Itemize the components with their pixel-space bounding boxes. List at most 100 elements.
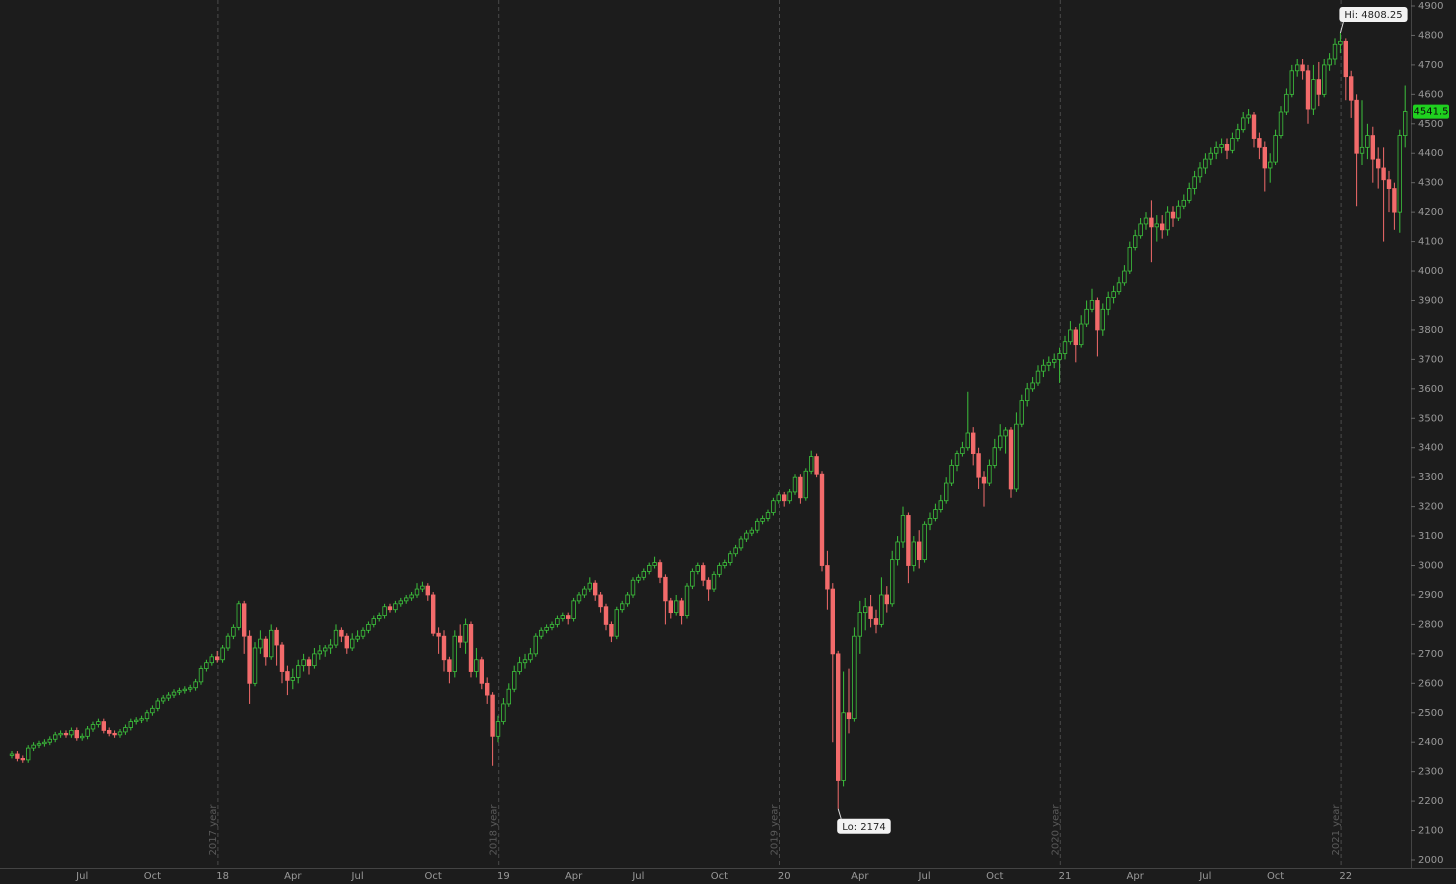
- candle-body: [1035, 370, 1041, 384]
- candle-body: [25, 747, 31, 761]
- y-tick-label: 3100: [1418, 531, 1443, 542]
- candle-body: [819, 473, 825, 566]
- candle-body: [1160, 223, 1165, 231]
- candle-body: [706, 579, 711, 590]
- candle-body: [1133, 235, 1138, 248]
- candle-body: [576, 594, 582, 602]
- candle-body: [1068, 329, 1073, 343]
- x-tick-label: Jul: [918, 871, 931, 882]
- candle-body: [549, 624, 555, 628]
- candle-body: [717, 565, 722, 575]
- candle-body: [58, 732, 63, 736]
- candle-body: [1224, 144, 1230, 151]
- candle-body: [403, 597, 409, 602]
- annotation-connector: [837, 808, 842, 819]
- candle-body: [387, 606, 393, 611]
- candle-body: [268, 629, 274, 658]
- y-tick-label: 2900: [1418, 590, 1443, 601]
- candle-body: [452, 635, 457, 672]
- candle-body: [1197, 167, 1203, 178]
- y-tick-label: 3900: [1418, 295, 1443, 306]
- candle-body: [927, 518, 933, 525]
- x-tick-label: 19: [497, 871, 510, 882]
- candle-body: [1343, 40, 1348, 78]
- candle-body: [1084, 308, 1089, 325]
- candle-body: [857, 612, 862, 637]
- candle-body: [1311, 79, 1316, 110]
- candle-body: [690, 571, 695, 587]
- candle-body: [328, 644, 333, 649]
- annotation-label: Hi: 4808.25: [1344, 10, 1402, 21]
- candle-body: [971, 432, 976, 455]
- candle-body: [792, 476, 798, 493]
- candle-body: [42, 741, 47, 745]
- candle-body: [112, 732, 117, 736]
- y-tick-label: 4700: [1418, 60, 1443, 71]
- candle-body: [906, 515, 911, 566]
- candle-body: [917, 541, 922, 561]
- candle-body: [981, 476, 987, 484]
- candle-body: [182, 688, 187, 692]
- candle-body: [166, 694, 171, 699]
- x-tick-label: Apr: [565, 871, 583, 882]
- candle-body: [533, 635, 538, 655]
- y-tick-label: 2000: [1418, 855, 1443, 866]
- candle-body: [63, 732, 69, 736]
- candle-body: [198, 668, 204, 683]
- candle-body: [1170, 211, 1176, 219]
- candle-body: [895, 541, 900, 561]
- candle-body: [150, 707, 155, 714]
- candle-body: [555, 618, 560, 625]
- candle-body: [220, 647, 225, 661]
- candle-body: [1392, 188, 1397, 213]
- candle-body: [1143, 217, 1149, 225]
- candle-body: [447, 659, 452, 672]
- candle-body: [376, 615, 382, 619]
- candle-body: [1284, 93, 1289, 113]
- candle-body: [1187, 188, 1192, 201]
- candle-body: [441, 635, 447, 661]
- candle-body: [1300, 64, 1305, 72]
- candle-body: [657, 562, 663, 578]
- candle-body: [123, 727, 128, 733]
- candle-body: [1154, 223, 1159, 228]
- candle-body: [53, 734, 58, 740]
- candle-body: [636, 576, 641, 581]
- candle-body: [733, 547, 738, 555]
- candle-body: [306, 659, 312, 667]
- candle-body: [155, 700, 160, 709]
- candle-body: [1278, 111, 1284, 136]
- candle-body: [836, 653, 841, 781]
- x-tick-label: Oct: [425, 871, 442, 882]
- candle-body: [258, 638, 263, 649]
- y-tick-label: 2100: [1418, 826, 1443, 837]
- candle-body: [1365, 135, 1370, 148]
- candle-body: [133, 719, 139, 722]
- candle-body: [976, 453, 981, 478]
- y-tick-label: 2400: [1418, 737, 1443, 748]
- candle-body: [1241, 117, 1246, 131]
- candle-body: [139, 718, 144, 721]
- candle-body: [371, 618, 376, 625]
- candle-body: [47, 738, 52, 743]
- candle-body: [587, 582, 592, 590]
- y-tick-label: 3500: [1418, 413, 1443, 424]
- year-label: 2019 year: [770, 804, 781, 856]
- candle-body: [1116, 282, 1122, 293]
- candle-body: [1008, 429, 1014, 490]
- candle-body: [1025, 388, 1030, 402]
- candle-body: [344, 635, 349, 649]
- candle-body: [625, 594, 630, 605]
- candle-body: [285, 671, 290, 681]
- x-tick-label: Oct: [1267, 871, 1284, 882]
- x-tick-label: Oct: [711, 871, 728, 882]
- candle-body: [749, 529, 754, 534]
- candle-body: [841, 712, 846, 781]
- candle-body: [1403, 111, 1408, 136]
- y-tick-label: 3200: [1418, 502, 1443, 513]
- candle-body: [171, 691, 177, 696]
- candle-body: [214, 656, 220, 661]
- y-tick-label: 2300: [1418, 767, 1443, 778]
- candle-body: [944, 482, 949, 502]
